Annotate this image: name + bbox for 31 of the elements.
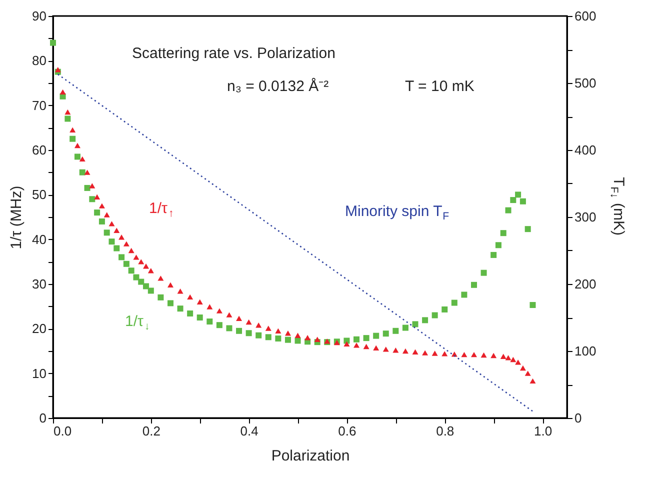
y-tick-label: 50 <box>32 187 46 202</box>
y-tick-label: 30 <box>32 276 46 292</box>
y-tick-label: 40 <box>32 232 46 247</box>
y-axis-title: 1/τ (MHz) <box>8 186 26 250</box>
y-tick-label: 80 <box>32 53 46 68</box>
y-tick-label: 90 <box>32 8 46 24</box>
y-tick-label: 70 <box>32 98 46 113</box>
x-tick-label: 0.4 <box>240 424 258 438</box>
annotation: n₃ = 0.0132 Å⁻² <box>227 77 329 95</box>
x-axis-title: Polarization <box>271 448 350 464</box>
y-tick-label: 60 <box>32 142 46 158</box>
y-tick-label: 0 <box>39 410 46 426</box>
y2-tick-label: 200 <box>574 276 596 292</box>
annotation: Scattering rate vs. Polarization <box>132 45 336 62</box>
x-tick-label: 0.8 <box>436 424 454 438</box>
annotation: T = 10 mK <box>405 78 474 95</box>
y2-tick-label: 300 <box>574 210 596 224</box>
x-tick-label: 0.6 <box>338 424 356 438</box>
y2-axis-title: TF↓ (mK) <box>608 177 627 236</box>
y-tick-label: 10 <box>32 366 46 381</box>
y2-tick-label: 500 <box>574 76 596 90</box>
x-tick-label: 0.0 <box>54 424 72 438</box>
y2-tick-label: 100 <box>574 344 596 358</box>
x-tick-label: 0.2 <box>142 424 160 438</box>
y2-tick-label: 400 <box>574 142 596 158</box>
y2-tick-label: 0 <box>574 410 582 426</box>
x-tick-label: 1.0 <box>534 424 552 438</box>
text: 1/τ↑ <box>149 200 174 220</box>
series-label: 1/τ↓ <box>125 313 150 332</box>
y2-tick-label: 600 <box>574 8 596 24</box>
y-tick-label: 20 <box>32 321 46 336</box>
